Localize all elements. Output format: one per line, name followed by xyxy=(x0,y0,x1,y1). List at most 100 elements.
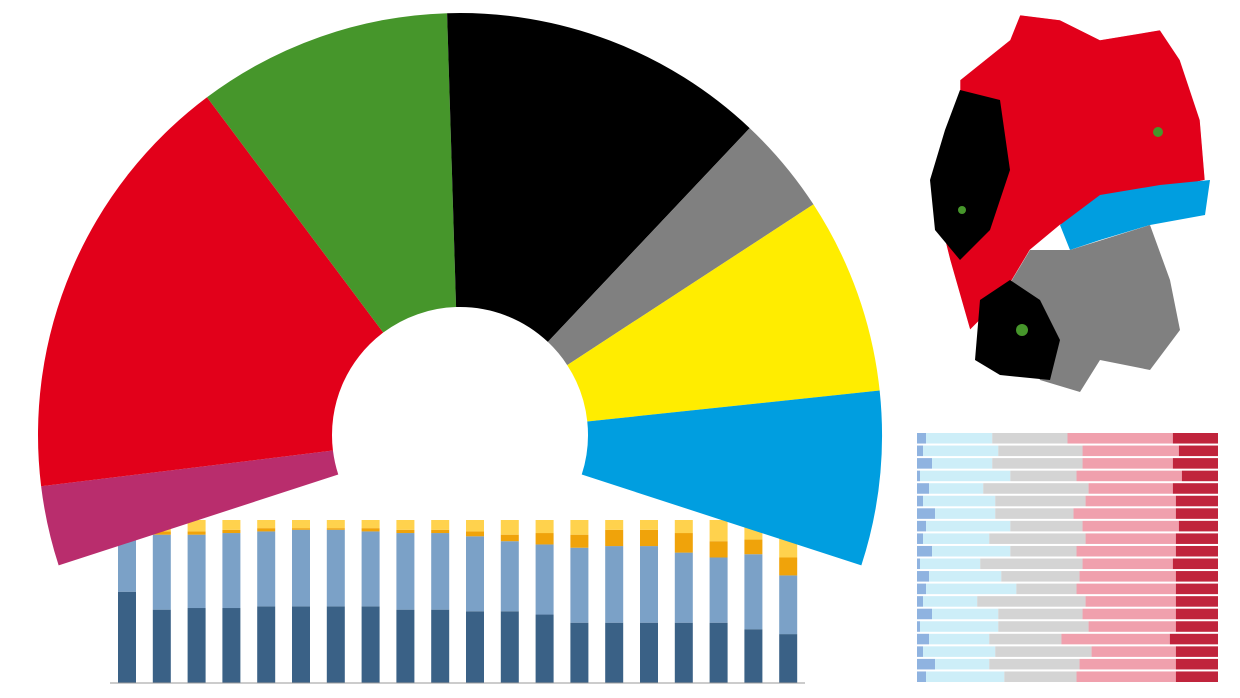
bar-segment xyxy=(744,629,763,683)
bar-segment xyxy=(535,544,554,615)
bar-segment xyxy=(929,483,984,494)
bar-segment xyxy=(1169,633,1218,645)
bar-segment xyxy=(1076,671,1176,682)
bar-segment xyxy=(1079,571,1176,582)
bar-segment xyxy=(917,671,927,682)
bar-segment xyxy=(570,622,589,683)
bar-segment xyxy=(917,633,930,645)
bar-segment xyxy=(257,520,276,529)
bar-segment xyxy=(535,533,554,545)
bar-segment xyxy=(1175,545,1218,557)
bar-segment xyxy=(917,608,933,620)
bar-segment xyxy=(932,545,1011,557)
bar-segment xyxy=(257,528,276,532)
bar-segment xyxy=(1178,520,1218,532)
pie-slice xyxy=(581,390,882,566)
bar-segment xyxy=(326,606,345,683)
bar-segment xyxy=(361,520,380,529)
bar-segment xyxy=(923,533,990,544)
bar-segment xyxy=(917,658,936,670)
bar-segment xyxy=(989,658,1080,670)
bar-segment xyxy=(222,529,241,534)
bar-segment xyxy=(396,533,415,610)
bar-segment xyxy=(466,531,484,537)
bar-segment xyxy=(605,529,624,547)
bar-segment xyxy=(926,520,1011,532)
bar-segment xyxy=(983,483,1089,494)
bar-segment xyxy=(1088,621,1176,632)
bar-segment xyxy=(500,520,519,535)
bar-segment xyxy=(466,611,484,683)
bar-segment xyxy=(1085,596,1176,607)
bar-segment xyxy=(118,534,136,592)
bar-segment xyxy=(1181,470,1218,482)
bar-segment xyxy=(1088,483,1173,494)
bar-segment xyxy=(1172,458,1218,469)
bar-segment xyxy=(431,533,450,610)
bar-segment xyxy=(222,608,241,683)
bar-segment xyxy=(917,571,930,582)
bar-segment xyxy=(709,541,728,558)
bar-segment xyxy=(326,520,345,529)
map xyxy=(930,14,1210,392)
bar-segment xyxy=(1175,533,1218,544)
map-region xyxy=(1153,127,1163,137)
bar-segment xyxy=(1076,545,1176,557)
bar-segment xyxy=(1061,633,1170,645)
pie-slice xyxy=(547,128,814,366)
bar-segment xyxy=(1004,671,1077,682)
pie-slice xyxy=(37,97,384,487)
bar-segment xyxy=(1010,520,1083,532)
bar-segment xyxy=(292,606,310,683)
bar-segment xyxy=(640,529,658,547)
bar-segment xyxy=(570,520,589,535)
bar-segment xyxy=(932,458,993,469)
bar-segment xyxy=(1010,470,1077,482)
bar-segment xyxy=(396,529,415,534)
bar-segment xyxy=(989,533,1086,544)
bar-segment xyxy=(1076,470,1182,482)
bar-segment xyxy=(1085,495,1176,507)
bar-segment xyxy=(570,547,589,623)
bar-segment xyxy=(917,520,927,532)
bar-segment xyxy=(361,531,380,607)
bar-segment xyxy=(926,583,1017,595)
bar-segment xyxy=(1178,445,1218,457)
pie-slice xyxy=(207,13,457,333)
bar-segment xyxy=(917,533,924,544)
bar-segment xyxy=(326,529,345,607)
bar-segment xyxy=(605,622,624,683)
bar-segment xyxy=(923,646,996,657)
bar-segment xyxy=(1175,571,1218,582)
bar-segment xyxy=(431,520,450,530)
bar-segment xyxy=(1175,495,1218,507)
map-region xyxy=(930,90,1010,260)
bar-segment xyxy=(674,533,693,553)
bar-segment xyxy=(917,583,927,595)
bar-segment xyxy=(326,528,345,530)
bar-segment xyxy=(431,529,450,534)
bar-segment xyxy=(920,470,1011,482)
bar-segment xyxy=(1067,433,1173,444)
bar-segment xyxy=(1172,558,1218,570)
bar-segment xyxy=(917,558,921,570)
bar-segment xyxy=(920,621,999,632)
bar-segment xyxy=(1175,608,1218,620)
bar-segment xyxy=(989,633,1062,645)
bar-segment xyxy=(917,495,924,507)
bar-segment xyxy=(977,596,1086,607)
bar-segment xyxy=(1082,608,1176,620)
bar-segment xyxy=(917,433,927,444)
bar-segment xyxy=(535,614,554,683)
bar-segment xyxy=(917,646,924,657)
bar-segment xyxy=(917,458,933,469)
bar-segment xyxy=(923,495,996,507)
bar-segment xyxy=(1073,508,1176,519)
bar-segment xyxy=(1085,533,1176,544)
bar-segment xyxy=(917,508,936,519)
bar-segment xyxy=(466,520,484,532)
bar-segment xyxy=(674,520,693,534)
bar-segment xyxy=(998,621,1089,632)
bar-segment xyxy=(1175,658,1218,670)
bar-segment xyxy=(1082,445,1179,457)
